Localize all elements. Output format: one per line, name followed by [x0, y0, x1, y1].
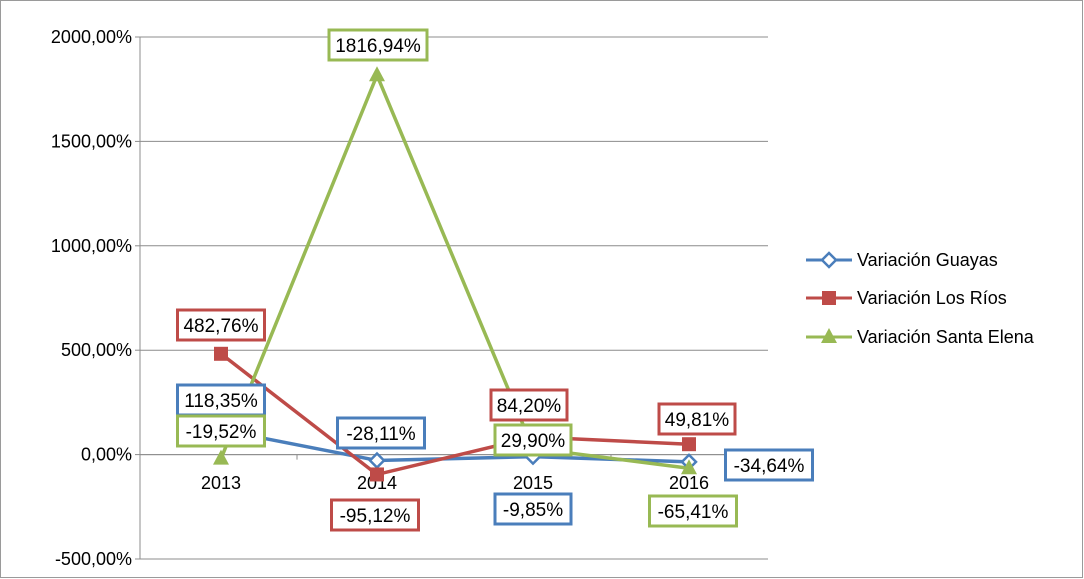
data-label-box: [176, 383, 266, 417]
x-tick-label: 2013: [201, 473, 241, 493]
data-label: -19,52%: [186, 422, 257, 443]
data-label-box: [648, 494, 738, 528]
data-label: 118,35%: [184, 391, 258, 412]
y-tick-label: 2000,00%: [51, 27, 132, 47]
data-point: [213, 449, 229, 465]
data-label: -34,64%: [734, 456, 805, 477]
data-label-box: [489, 388, 569, 422]
data-point: [370, 467, 384, 482]
data-label-box: [176, 414, 266, 448]
x-axis-ticks: 2013 2014 2015 2016: [201, 473, 709, 493]
y-tick-label: 1000,00%: [51, 236, 132, 256]
series-markers: [212, 66, 698, 482]
data-label-box: [493, 492, 573, 526]
data-label-box: [657, 402, 737, 436]
legend-label: Variación Santa Elena: [857, 327, 1035, 347]
data-point: [214, 346, 228, 361]
data-labels: 118,35% -28,11% -9,85% -34,64% 482,76% -95,12…: [176, 28, 814, 532]
series-lines: [219, 73, 690, 477]
data-label-box: [724, 448, 814, 482]
data-label: 482,76%: [183, 316, 258, 337]
data-point: [822, 291, 836, 305]
data-label: 29,90%: [501, 431, 566, 452]
data-label: 84,20%: [497, 396, 562, 417]
y-axis-ticks: 2000,00% 1500,00% 1000,00% 500,00% 0,00% -500…: [51, 27, 132, 569]
data-label-box: [336, 416, 426, 450]
legend-label: Variación Los Ríos: [857, 288, 1007, 308]
data-label: -9,85%: [503, 500, 563, 521]
data-label: -95,12%: [340, 506, 411, 527]
y-tick-label: 0,00%: [81, 445, 132, 465]
data-point: [820, 251, 838, 269]
legend-label: Variación Guayas: [857, 250, 998, 270]
data-point: [682, 437, 696, 452]
data-label-box: [176, 308, 266, 342]
x-tick-label: 2014: [357, 473, 397, 493]
data-label: -65,41%: [658, 502, 729, 523]
series-line: [219, 352, 690, 477]
data-point: [821, 328, 837, 343]
data-label: 49,81%: [665, 410, 730, 431]
series-line: [219, 73, 690, 470]
data-point: [368, 451, 386, 470]
x-tick-label: 2015: [513, 473, 553, 493]
y-tick-label: 500,00%: [61, 340, 132, 360]
y-tick-label: 1500,00%: [51, 131, 132, 151]
y-tick-label: -500,00%: [55, 549, 132, 569]
data-label: 1816,94%: [335, 36, 421, 57]
x-tick-label: 2016: [669, 473, 709, 493]
data-point: [681, 459, 697, 475]
data-point: [369, 66, 385, 82]
data-label-box: [327, 28, 429, 62]
legend: Variación Guayas Variación Los Ríos Variac…: [806, 250, 1035, 347]
data-label-box: [330, 498, 420, 532]
data-label-box: [493, 423, 573, 457]
data-label: -28,11%: [346, 424, 415, 445]
